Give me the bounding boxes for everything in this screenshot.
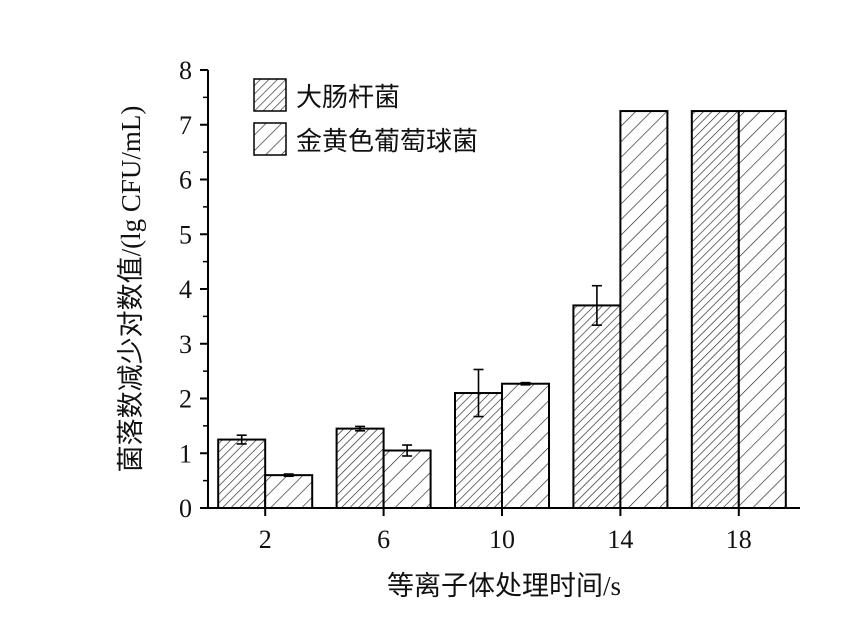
x-axis-ticks: 2 6 10 14 18	[259, 508, 752, 554]
y-tick-label: 5	[179, 220, 192, 249]
y-tick-label: 0	[179, 494, 192, 523]
legend-swatch-series-1	[253, 78, 287, 112]
x-tick-label: 10	[489, 525, 515, 554]
bar-series-2	[501, 382, 550, 509]
x-tick-label: 18	[726, 525, 752, 554]
legend-label-series-1: 大肠杆菌	[296, 83, 400, 112]
y-tick-label: 4	[179, 275, 192, 304]
bar-series-1	[335, 427, 385, 509]
y-tick-label: 3	[179, 330, 192, 359]
y-tick-label: 6	[179, 166, 192, 195]
y-axis-ticks: 0 1 2 3 4 5 6 7 8	[179, 56, 208, 523]
x-tick-label: 14	[607, 525, 633, 554]
bar-series-2	[737, 110, 787, 509]
bar-series-2	[382, 449, 432, 510]
bars-group	[217, 110, 787, 510]
x-axis-title: 等离子体处理时间/s	[387, 571, 621, 601]
bar-series-2	[264, 474, 314, 509]
legend-label-series-2: 金黄色葡萄球菌	[296, 127, 478, 156]
y-tick-label: 8	[179, 56, 192, 85]
legend: 大肠杆菌 金黄色葡萄球菌	[253, 78, 478, 156]
y-tick-label: 2	[179, 385, 192, 414]
y-tick-label: 1	[179, 439, 192, 468]
y-axis-title: 菌落数减少对数值/(lg CFU/mL)	[116, 106, 146, 473]
bar-series-2	[619, 110, 669, 509]
x-tick-label: 2	[259, 525, 272, 554]
x-tick-label: 6	[377, 525, 390, 554]
bar-series-1	[572, 304, 622, 509]
y-tick-label: 7	[179, 111, 192, 140]
bar-series-1	[690, 110, 740, 509]
legend-swatch-series-2	[253, 122, 287, 156]
error-bars-group	[236, 284, 602, 478]
bar-series-1	[217, 438, 267, 509]
